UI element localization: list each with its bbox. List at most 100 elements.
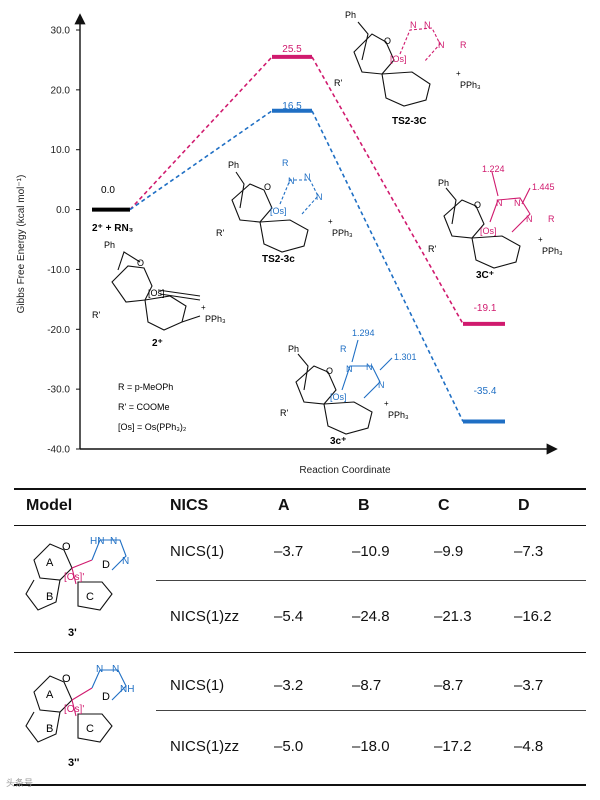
row-3dprime-nics1-label: NICS(1) <box>170 677 225 694</box>
row-3dprime-nics1zz-label: NICS(1)zz <box>170 738 240 755</box>
structure-2-ph: Ph <box>104 240 115 250</box>
ts-pink-plus: + <box>456 69 461 78</box>
structure-3c-plus <box>295 353 373 435</box>
model-3prime-n2: N <box>122 556 129 567</box>
header-d: D <box>518 497 530 514</box>
model-3dprime-label: 3'' <box>68 757 80 769</box>
structure-2-pph3: PPh₃ <box>205 314 226 324</box>
header-a: A <box>278 497 290 514</box>
y-axis-label: Gibbs Free Energy (kcal mol⁻¹) <box>16 175 27 314</box>
ts-blue-rprime: R' <box>216 228 224 238</box>
model-3dprime-structure: O N N NH [Os]' A B C D 3'' <box>25 664 134 769</box>
model-3prime-structure: O HN N N [Os]' A B C D 3' <box>25 536 129 639</box>
3c-rprime: R' <box>280 408 288 418</box>
connector-1-1 <box>311 110 464 422</box>
model-divider <box>14 652 586 653</box>
row-3prime-nics1zz-a: –5.4 <box>274 608 304 625</box>
table-bottom-rule <box>14 784 586 786</box>
blue-ts-value-label: 16.5 <box>282 101 302 112</box>
ring-b-3prime: B <box>46 591 53 603</box>
ts-blue-label: TS2-3c <box>262 254 295 265</box>
row-3dprime-nics1zz-c: –17.2 <box>434 738 472 755</box>
3c-n3: N <box>378 380 385 390</box>
ring-d-3prime: D <box>102 559 110 571</box>
3c-r: R <box>340 344 347 354</box>
start-value-label: 0.0 <box>101 185 115 196</box>
structure-2-os: [Os] <box>148 288 165 298</box>
3C-label: 3C⁺ <box>476 270 494 281</box>
row-3prime-nics1-b: –10.9 <box>352 543 390 560</box>
row-3prime-nics1zz-d: –16.2 <box>514 608 552 625</box>
header-model: Model <box>26 497 73 514</box>
model-3prime-n1: N <box>110 536 117 547</box>
3c-n1: N <box>346 364 353 374</box>
ts-blue-plus: + <box>328 217 333 226</box>
structure-2-plus-sign: + <box>201 303 206 312</box>
3C-n1: N <box>496 198 503 208</box>
ts-blue-o: O <box>264 182 271 192</box>
ts-pink-ph: Ph <box>345 10 356 20</box>
y-tick-label: -40.0 <box>47 445 70 456</box>
row-3prime-nics1-c: –9.9 <box>434 543 464 560</box>
ring-c-3prime: C <box>86 591 94 603</box>
bond-3C-a: 1.224 <box>482 164 505 174</box>
3c-ph: Ph <box>288 344 299 354</box>
bond-3C-b: 1.445 <box>532 182 555 192</box>
structure-2-rprime: R' <box>92 310 100 320</box>
row-3dprime-nics1zz-b: –18.0 <box>352 738 390 755</box>
3c-n2: N <box>366 362 373 372</box>
3C-rprime: R' <box>428 244 436 254</box>
pink-ts-value-label: 25.5 <box>282 44 302 55</box>
watermark: 头条号 <box>6 778 34 788</box>
ts-pink-r: R <box>460 40 467 50</box>
ts-blue-n1: N <box>288 176 295 186</box>
row-3prime-nics1zz-c: –21.3 <box>434 608 472 625</box>
ts-blue-n3: N <box>316 192 323 202</box>
connector-0-1 <box>311 56 464 325</box>
3c-label: 3c⁺ <box>330 436 346 447</box>
model-3dprime-n1: N <box>96 664 103 675</box>
ts-pink-n1: N <box>410 20 417 30</box>
ts-blue-r: R <box>282 158 289 168</box>
structure-3C-plus <box>443 187 521 269</box>
row-3dprime-nics1-a: –3.2 <box>274 677 304 694</box>
ts-blue-n2: N <box>304 172 311 182</box>
y-tick-label: 20.0 <box>51 85 71 96</box>
3C-plus: + <box>538 235 543 244</box>
legend-os: [Os] = Os(PPh₃)₂ <box>118 422 187 432</box>
pink-product-value-label: -19.1 <box>474 303 497 314</box>
ts-blue-ph: Ph <box>228 160 239 170</box>
3C-n3: N <box>526 214 533 224</box>
model-3dprime-n2: N <box>112 664 119 675</box>
row-3dprime-divider <box>156 710 586 711</box>
ring-a-3prime: A <box>46 557 54 569</box>
structure-ts-blue-triazole <box>279 179 319 215</box>
ring-a-3dprime: A <box>46 689 54 701</box>
3c-os: [Os] <box>330 392 347 402</box>
row-3dprime-nics1zz-a: –5.0 <box>274 738 304 755</box>
header-b: B <box>358 497 370 514</box>
y-tick-label: -10.0 <box>47 265 70 276</box>
3C-ph: Ph <box>438 178 449 188</box>
structure-2-label: 2⁺ <box>152 338 163 349</box>
y-tick-label: -20.0 <box>47 325 70 336</box>
ts-pink-os: [Os] <box>390 54 407 64</box>
3C-n2: N <box>514 198 521 208</box>
model-3dprime-os: [Os]' <box>64 704 84 715</box>
row-3prime-nics1zz-b: –24.8 <box>352 608 390 625</box>
ring-b-3dprime: B <box>46 723 53 735</box>
y-tick-label: 30.0 <box>51 26 71 37</box>
table-top-rule <box>14 488 586 490</box>
header-c: C <box>438 497 450 514</box>
reactant-label: 2⁺ + RN₃ <box>92 223 134 234</box>
connector-0-0 <box>129 56 273 211</box>
ts-pink-label: TS2-3C <box>392 116 426 127</box>
bond-3c-a: 1.294 <box>352 328 375 338</box>
row-3prime-nics1-a: –3.7 <box>274 543 304 560</box>
row-3prime-nics1zz-label: NICS(1)zz <box>170 608 240 625</box>
connector-1-0 <box>129 110 273 211</box>
header-nics: NICS <box>170 497 209 514</box>
3C-r: R <box>548 214 555 224</box>
row-3prime-nics1-d: –7.3 <box>514 543 544 560</box>
ts-pink-rprime: R' <box>334 78 342 88</box>
